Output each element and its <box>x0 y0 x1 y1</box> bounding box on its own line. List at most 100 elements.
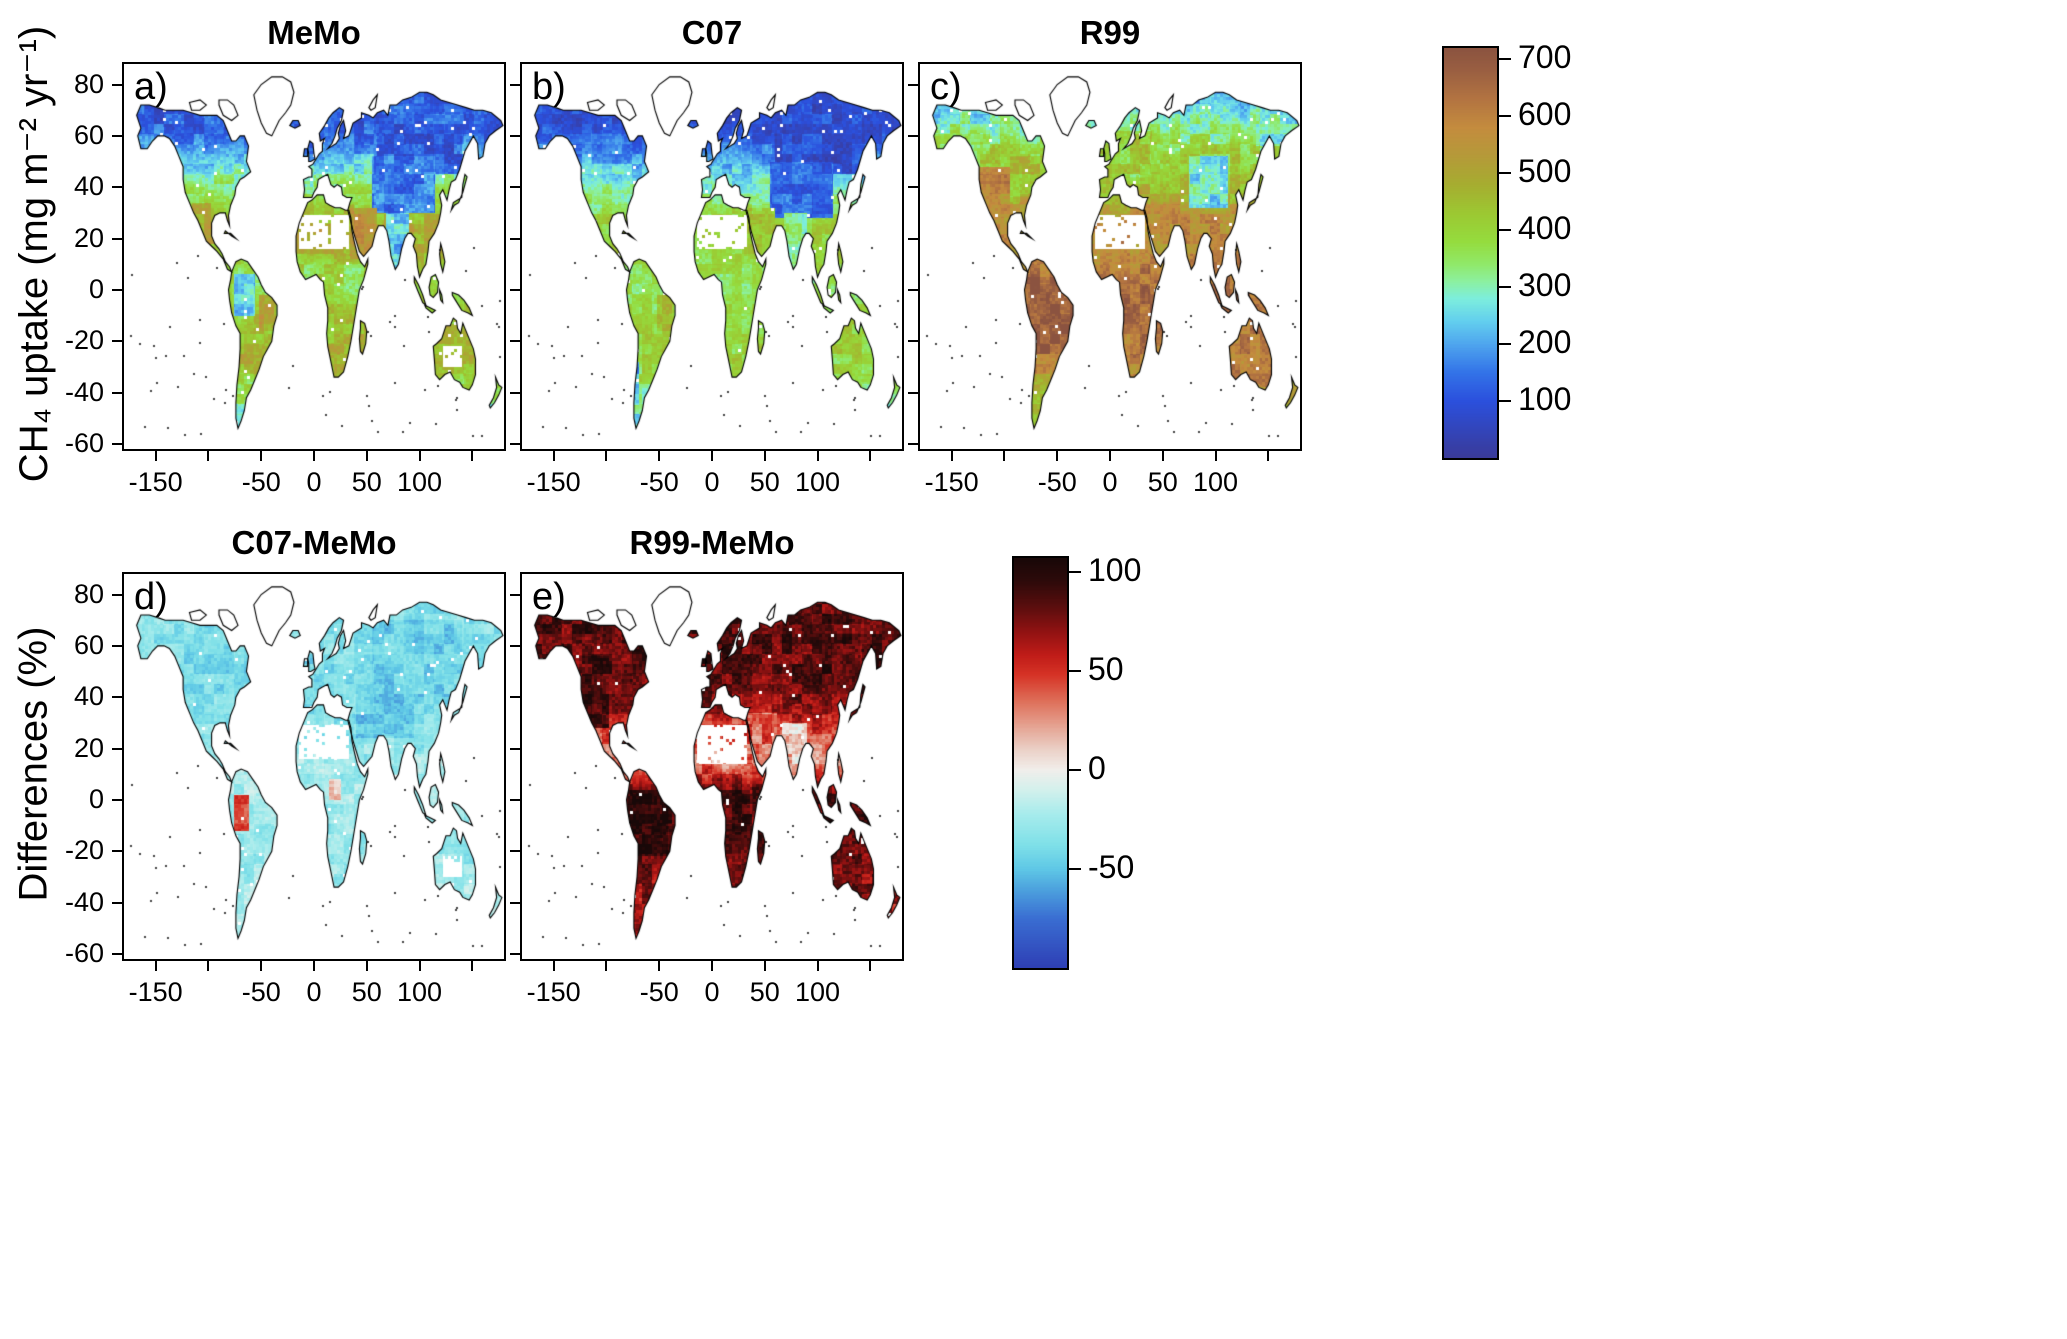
y-tick <box>908 186 918 189</box>
x-tick-label: -150 <box>924 467 979 497</box>
y-tick <box>510 798 520 801</box>
panel-title-r99-memo: R99-MeMo <box>629 524 795 561</box>
colorbar-differences-gradient <box>1012 556 1069 970</box>
y-tick <box>510 288 520 291</box>
y-tick <box>510 186 520 189</box>
colorbar-tick <box>1499 400 1511 403</box>
y-tick <box>112 798 122 801</box>
y-tick <box>510 237 520 240</box>
y-tick-label: 80 <box>73 578 104 609</box>
panel-c07-minus-memo: C07-MeMo d) -150 -50 0 50 100 80 60 40 20 0 -20 -40… <box>65 524 506 1007</box>
x-tick <box>605 961 608 971</box>
x-tick <box>313 961 315 971</box>
colorbar-tick-label: 50 <box>1088 650 1124 687</box>
x-tick-label: 100 <box>795 977 841 1007</box>
x-tick <box>763 451 766 461</box>
y-tick <box>112 288 122 291</box>
x-tick <box>869 961 872 971</box>
y-tick <box>112 134 122 137</box>
y-tick-label: -40 <box>64 886 104 917</box>
x-tick-label: 50 <box>749 467 780 497</box>
x-tick <box>816 961 819 971</box>
x-tick-label: -50 <box>639 977 679 1007</box>
colorbar-tick-label: 400 <box>1518 210 1572 247</box>
x-tick <box>1214 451 1217 461</box>
y-tick-label: 0 <box>88 783 104 814</box>
y-tick-label: -60 <box>64 937 104 968</box>
y-tick <box>510 644 520 647</box>
x-tick <box>950 451 953 461</box>
colorbar-tick <box>1499 58 1511 61</box>
map-canvas-c07-memo <box>122 572 506 961</box>
x-tick <box>365 961 368 971</box>
colorbar-tick <box>1499 172 1511 175</box>
colorbar-tick-label: -50 <box>1088 848 1135 885</box>
x-tick <box>552 451 555 461</box>
y-tick <box>112 593 122 596</box>
x-tick <box>1109 451 1111 461</box>
y-tick-label: 80 <box>73 68 104 99</box>
map-canvas-r99 <box>918 62 1302 451</box>
x-tick-label: 50 <box>351 977 382 1007</box>
x-tick <box>605 451 608 461</box>
x-tick <box>658 451 661 461</box>
x-tick-label: 0 <box>1102 467 1118 497</box>
x-tick <box>260 451 263 461</box>
y-tick <box>908 391 918 394</box>
y-tick <box>510 952 520 955</box>
x-tick-label: 100 <box>795 467 841 497</box>
x-tick-label: -50 <box>241 977 281 1007</box>
x-tick <box>313 451 315 461</box>
x-tick <box>154 961 157 971</box>
colorbar-tick-label: 100 <box>1088 551 1142 588</box>
x-tick-label: 50 <box>749 977 780 1007</box>
x-tick-label: -150 <box>128 977 183 1007</box>
y-tick <box>510 901 520 904</box>
y-tick <box>112 83 122 86</box>
colorbar-tick <box>1069 570 1081 573</box>
x-tick-label: -150 <box>128 467 183 497</box>
colorbar-tick <box>1069 768 1081 771</box>
y-tick <box>112 901 122 904</box>
x-tick <box>207 961 210 971</box>
y-tick <box>510 340 520 343</box>
x-tick <box>471 451 474 461</box>
colorbar-uptake-gradient <box>1442 46 1499 460</box>
colorbar-tick-label: 700 <box>1518 39 1572 76</box>
x-tick <box>418 451 421 461</box>
panel-letter-b: b) <box>532 66 566 108</box>
x-tick-label: 0 <box>306 467 322 497</box>
x-tick-label: 50 <box>351 467 382 497</box>
colorbar-tick-label: 0 <box>1088 749 1106 786</box>
colorbar-tick <box>1069 867 1081 870</box>
y-tick-label: 20 <box>73 732 104 763</box>
x-tick-label: 0 <box>704 977 720 1007</box>
x-tick-label: -50 <box>639 467 679 497</box>
colorbar-tick <box>1499 229 1511 232</box>
x-tick <box>1267 451 1270 461</box>
colorbar-tick-label: 300 <box>1518 267 1572 304</box>
x-tick <box>365 451 368 461</box>
panel-r99: R99 c) -150 -50 0 50 100 <box>908 14 1302 497</box>
x-tick <box>154 451 157 461</box>
y-tick <box>510 593 520 596</box>
y-tick-label: -20 <box>64 835 104 866</box>
panel-memo: MeMo a) -150 -50 0 50 100 80 60 40 20 0 -20 -40 -60 <box>65 14 506 497</box>
x-tick <box>552 961 555 971</box>
colorbar-tick <box>1499 286 1511 289</box>
y-tick <box>908 340 918 343</box>
map-canvas-memo <box>122 62 506 451</box>
x-tick-label: 100 <box>397 977 443 1007</box>
y-tick <box>510 391 520 394</box>
y-tick-label: -60 <box>64 427 104 458</box>
y-tick-label: 0 <box>88 273 104 304</box>
x-tick-label: 100 <box>397 467 443 497</box>
y-tick <box>510 747 520 750</box>
y-tick <box>112 340 122 343</box>
colorbar-tick-label: 600 <box>1518 96 1572 133</box>
x-tick-label: 0 <box>306 977 322 1007</box>
y-tick <box>908 442 918 445</box>
x-tick <box>1161 451 1164 461</box>
y-tick <box>112 696 122 699</box>
